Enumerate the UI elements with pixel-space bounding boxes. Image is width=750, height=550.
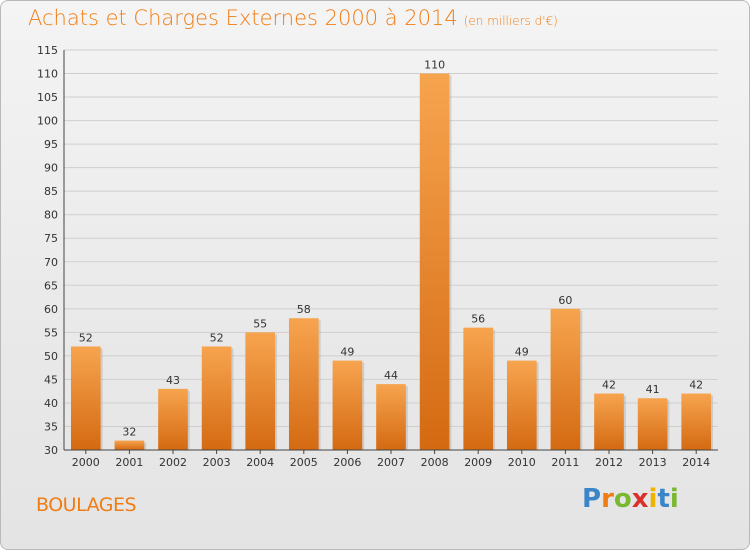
x-tick-label-2014: 2014 xyxy=(682,456,710,469)
data-label-2010: 49 xyxy=(515,346,529,359)
x-tick-label-2010: 2010 xyxy=(508,456,536,469)
data-label-2003: 52 xyxy=(210,331,224,344)
data-label-2001: 32 xyxy=(122,426,136,439)
bar-2003 xyxy=(201,346,232,450)
logo-letter: t xyxy=(657,484,670,514)
chart-subtitle: (en milliers d'€) xyxy=(463,14,558,28)
data-labels: 52 32 43 52 55 58 49 44 110 56 49 60 42 41 42 xyxy=(79,59,703,439)
x-tick-label-2012: 2012 xyxy=(595,456,623,469)
logo-letter: x xyxy=(631,484,649,514)
bar-2007 xyxy=(376,384,406,450)
data-label-2002: 43 xyxy=(166,374,180,387)
axes: 30 35 40 45 50 55 60 65 70 75 80 85 90 95 100 105 110 115… xyxy=(37,44,718,469)
x-tick-label-2006: 2006 xyxy=(333,456,361,469)
x-tick-label-2008: 2008 xyxy=(421,456,449,469)
x-tick-label-2013: 2013 xyxy=(639,456,667,469)
data-label-2011: 60 xyxy=(558,294,572,307)
bar-2001 xyxy=(114,440,145,450)
data-label-2012: 42 xyxy=(602,379,616,392)
y-tick-label: 65 xyxy=(44,279,58,292)
bar-2004 xyxy=(245,332,276,450)
bar-2011 xyxy=(550,308,581,450)
data-label-2007: 44 xyxy=(384,369,398,382)
y-tick-label: 115 xyxy=(37,44,58,57)
y-tick-label: 80 xyxy=(44,209,58,222)
logo-letter: i xyxy=(648,484,658,514)
x-tick-label-2003: 2003 xyxy=(203,456,231,469)
bar-2013 xyxy=(637,398,668,450)
bar-2000 xyxy=(70,346,101,450)
data-label-2008: 110 xyxy=(424,59,445,72)
chart-title-text: Achats et Charges Externes 2000 à 2014 xyxy=(28,6,458,30)
bar-2002 xyxy=(158,388,188,450)
x-tick-label-2007: 2007 xyxy=(377,456,405,469)
bar-2008 xyxy=(419,73,450,450)
y-tick-label: 85 xyxy=(44,185,58,198)
logo-letter: P xyxy=(582,484,602,514)
x-tick-label-2005: 2005 xyxy=(290,456,318,469)
y-tick-label: 55 xyxy=(44,326,58,339)
bar-2014 xyxy=(681,393,712,450)
x-tick-label-2000: 2000 xyxy=(72,456,100,469)
y-tick-label: 105 xyxy=(37,91,58,104)
y-tick-label: 60 xyxy=(44,303,58,316)
y-tick-label: 90 xyxy=(44,162,58,175)
bar-2009 xyxy=(463,327,494,450)
bar-2006 xyxy=(332,360,363,450)
y-tick-label: 30 xyxy=(44,444,58,457)
y-tick-label: 40 xyxy=(44,397,58,410)
x-tick-label-2011: 2011 xyxy=(551,456,579,469)
y-tick-label: 35 xyxy=(44,420,58,433)
proxiti-logo: Proxiti xyxy=(582,484,679,514)
commune-name: BOULAGES xyxy=(36,494,137,516)
data-label-2005: 58 xyxy=(297,303,311,316)
y-tick-label: 75 xyxy=(44,232,58,245)
y-tick-label: 100 xyxy=(37,115,58,128)
bars xyxy=(70,73,714,450)
data-label-2000: 52 xyxy=(79,331,93,344)
x-tick-label-2002: 2002 xyxy=(159,456,187,469)
x-tick-label-2009: 2009 xyxy=(464,456,492,469)
data-label-2014: 42 xyxy=(689,379,703,392)
logo-letter: i xyxy=(669,484,679,514)
y-tick-label: 95 xyxy=(44,138,58,151)
data-label-2006: 49 xyxy=(340,346,354,359)
bar-2010 xyxy=(506,360,537,450)
data-label-2009: 56 xyxy=(471,313,485,326)
bar-2012 xyxy=(594,393,624,450)
logo-letter: r xyxy=(601,484,614,514)
x-tick-label-2004: 2004 xyxy=(246,456,274,469)
y-tick-label: 45 xyxy=(44,373,58,386)
x-tick-label-2001: 2001 xyxy=(115,456,143,469)
data-label-2004: 55 xyxy=(253,317,267,330)
y-tick-label: 50 xyxy=(44,350,58,363)
logo-letter: o xyxy=(613,484,632,514)
y-tick-label: 70 xyxy=(44,256,58,269)
bar-2005 xyxy=(288,318,319,450)
chart-title: Achats et Charges Externes 2000 à 2014 (e… xyxy=(28,6,558,30)
y-tick-label: 110 xyxy=(37,68,58,81)
data-label-2013: 41 xyxy=(646,383,660,396)
